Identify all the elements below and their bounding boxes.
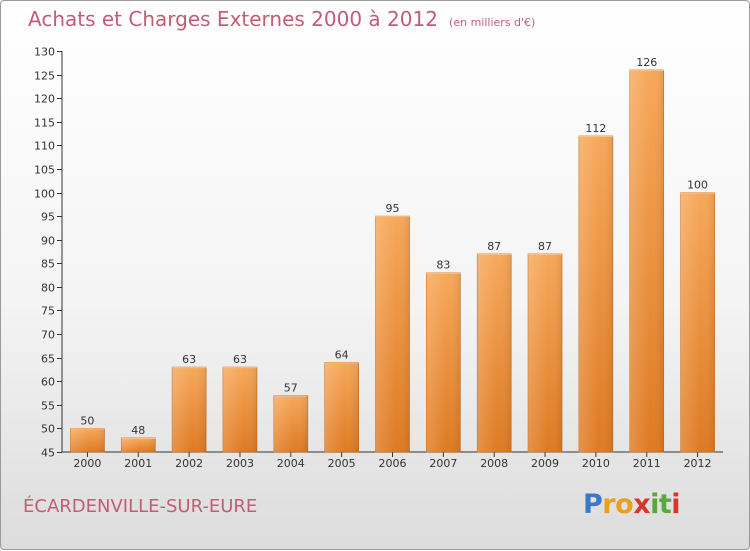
bar-value-label: 126 <box>636 56 657 69</box>
y-tick-label: 110 <box>34 140 55 153</box>
bar-shade <box>324 362 359 452</box>
chart-axes: 45 50 55 60 65 70 75 80 85 90 95 100 105 110 115 120 125… <box>34 46 723 470</box>
bar-shade <box>375 216 410 452</box>
bar-shade <box>172 367 207 452</box>
chart-bars <box>70 69 715 453</box>
y-tick-label: 125 <box>34 70 55 83</box>
bar-value-label: 50 <box>80 414 94 427</box>
proxiti-logo: Proxiti <box>583 489 681 520</box>
bar-shade <box>222 367 257 452</box>
y-tick-label: 60 <box>41 376 55 389</box>
x-tick-label: 2000 <box>73 457 101 470</box>
commune-name: ÉCARDENVILLE-SUR-EURE <box>23 496 258 517</box>
bar-value-label: 87 <box>487 240 501 253</box>
bar-value-label: 83 <box>436 259 450 272</box>
logo-letter: r <box>602 489 616 520</box>
x-tick-label: 2006 <box>379 457 407 470</box>
bar-shade <box>578 135 613 452</box>
y-tick-label: 85 <box>41 258 55 271</box>
logo-letter: x <box>633 489 651 520</box>
y-tick-label: 115 <box>34 117 55 130</box>
logo-letter: i <box>650 489 659 520</box>
x-tick-label: 2005 <box>328 457 356 470</box>
bar-shade <box>121 437 156 452</box>
x-tick-label: 2008 <box>480 457 508 470</box>
bar-value-label: 87 <box>538 240 552 253</box>
logo-letter: P <box>583 489 603 520</box>
y-tick-label: 105 <box>34 164 55 177</box>
x-tick-label: 2003 <box>226 457 254 470</box>
bar-value-label: 48 <box>131 424 145 437</box>
x-tick-label: 2002 <box>175 457 203 470</box>
bar-shade <box>629 69 664 452</box>
bar-shade <box>528 253 563 452</box>
title-row: Achats et Charges Externes 2000 à 2012 (… <box>28 7 535 31</box>
bar-value-label: 63 <box>182 353 196 366</box>
bar-value-label: 57 <box>284 381 298 394</box>
chart-labels: 50 48 63 63 57 64 95 83 87 87 112 126 100 <box>80 56 708 437</box>
x-tick-label: 2011 <box>633 457 661 470</box>
y-tick-label: 130 <box>34 46 55 59</box>
y-tick-label: 55 <box>41 400 55 413</box>
bar-value-label: 95 <box>386 202 400 215</box>
y-tick-label: 50 <box>41 423 55 436</box>
x-tick-label: 2009 <box>531 457 559 470</box>
bar-shade <box>70 428 105 452</box>
x-tick-label: 2004 <box>277 457 305 470</box>
logo-letter: i <box>671 489 681 520</box>
bar-value-label: 63 <box>233 353 247 366</box>
bar-shade <box>477 253 512 452</box>
bar-value-label: 100 <box>687 179 708 192</box>
y-tick-label: 70 <box>41 329 55 342</box>
y-tick-label: 45 <box>41 447 55 460</box>
bar-value-label: 64 <box>335 348 349 361</box>
y-tick-label: 100 <box>34 188 55 201</box>
y-tick-label: 65 <box>41 353 55 366</box>
bar-shade <box>680 192 715 452</box>
y-tick-label: 120 <box>34 93 55 106</box>
chart-title: Achats et Charges Externes 2000 à 2012 <box>28 7 438 31</box>
x-tick-label: 2007 <box>429 457 457 470</box>
bar-value-label: 112 <box>585 122 606 135</box>
logo-letter: t <box>658 489 672 520</box>
x-tick-label: 2012 <box>684 457 712 470</box>
bar-shade <box>273 395 308 452</box>
y-tick-label: 75 <box>41 305 55 318</box>
y-tick-label: 95 <box>41 211 55 224</box>
y-tick-label: 90 <box>41 235 55 248</box>
y-tick-label: 80 <box>41 282 55 295</box>
bar-shade <box>426 272 461 452</box>
x-tick-label: 2001 <box>124 457 152 470</box>
chart-subtitle: (en milliers d'€) <box>449 16 536 29</box>
x-tick-label: 2010 <box>582 457 610 470</box>
logo-letter: o <box>615 489 634 520</box>
